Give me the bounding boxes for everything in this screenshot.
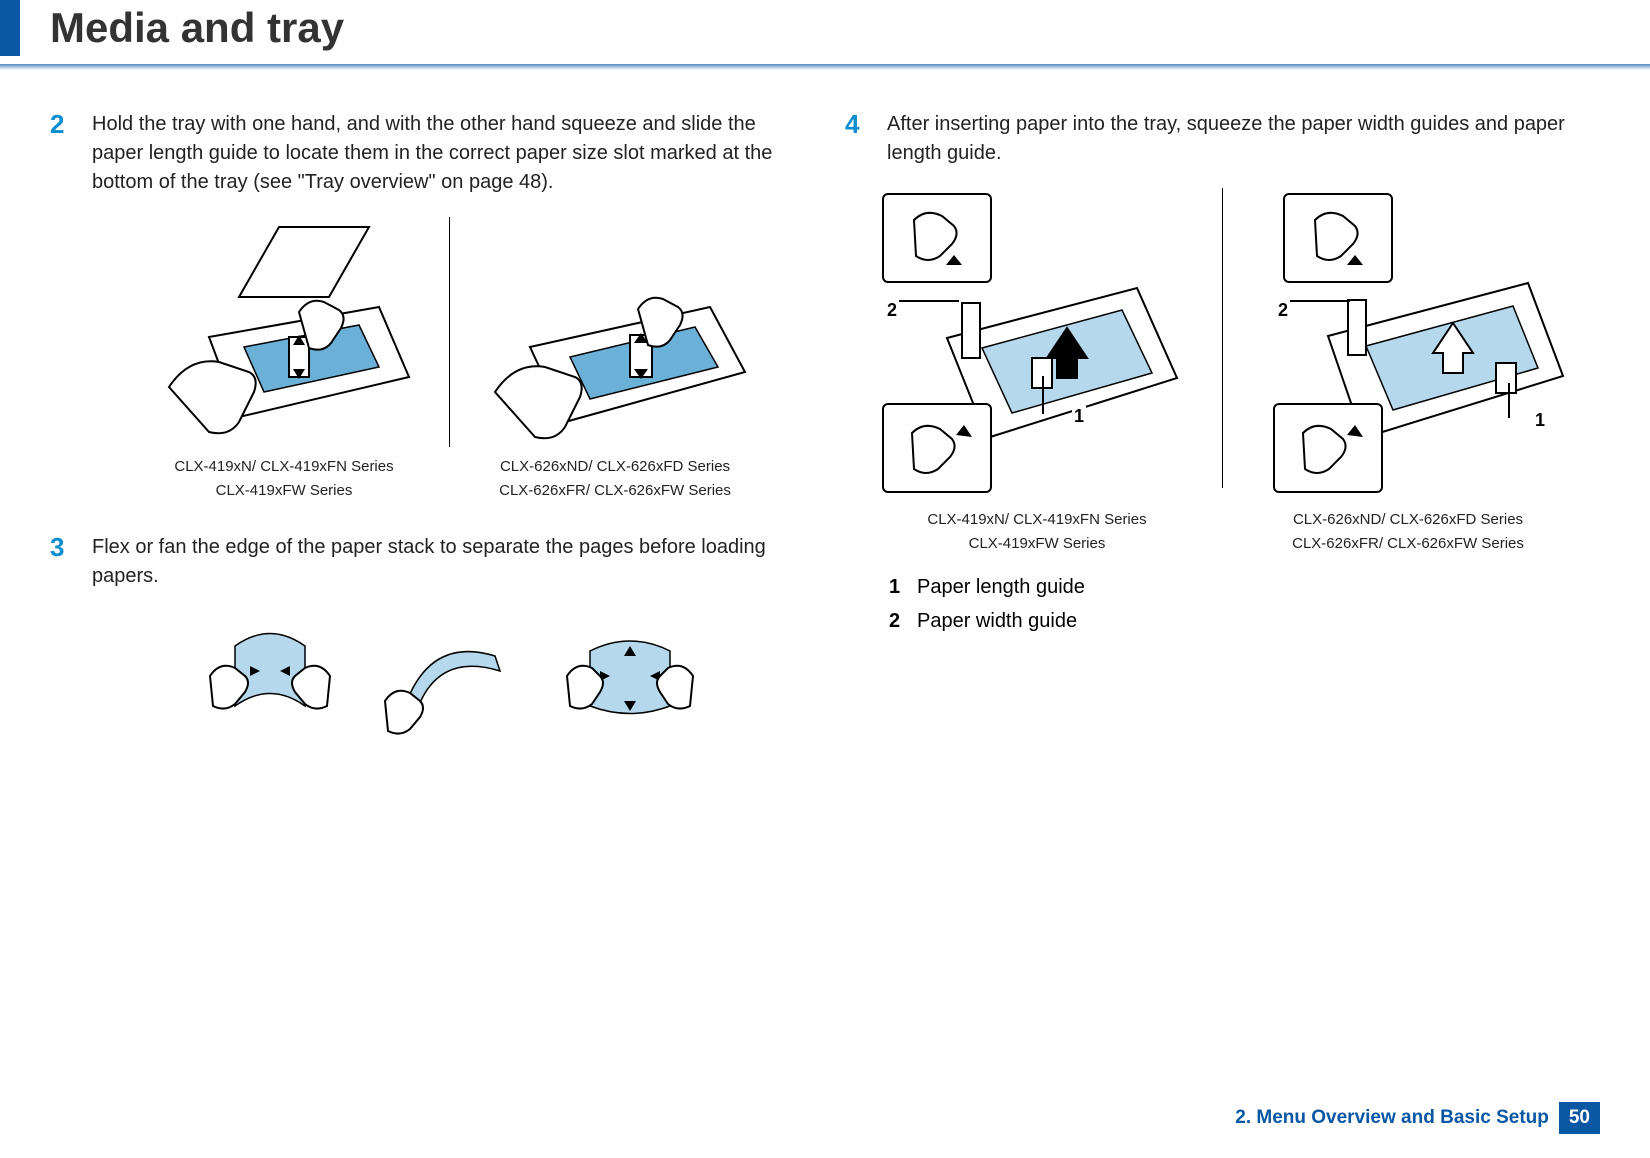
page-title: Media and tray [50,0,1600,52]
legend-1-number: 1 [889,570,903,604]
legend-1-label: Paper length guide [917,570,1085,604]
paper-bend-icon [375,616,525,736]
callout-box-length-guide-a [882,403,992,493]
callout-box-width-guide-b [1283,193,1393,283]
page-header: Media and tray [50,0,1600,80]
figure-b-caption-line1: CLX-626xND/ CLX-626xFD Series [499,455,731,479]
legend-2-label: Paper width guide [917,604,1077,638]
step-4-text: After inserting paper into the tray, squ… [887,110,1600,168]
step-2-text: Hold the tray with one hand, and with th… [92,110,805,197]
figure-guides-divider [1222,188,1223,488]
footer-page-number: 50 [1559,1102,1600,1134]
figure-guides-model-a: 2 1 [872,188,1202,556]
step-2: 2 Hold the tray with one hand, and with … [50,110,805,197]
callout-num-2-b: 2 [1276,300,1290,321]
header-rule [0,64,1650,70]
right-column: 4 After inserting paper into the tray, s… [845,110,1600,741]
step-3-number: 3 [50,533,74,591]
step-4-number: 4 [845,110,869,168]
legend-item-2: 2 Paper width guide [889,604,1600,638]
figure-b-caption: CLX-626xND/ CLX-626xFD Series CLX-626xFR… [499,455,731,503]
step-3-figures [94,611,805,741]
tray-illustration-b-icon [480,217,750,447]
callout-box-width-guide-a [882,193,992,283]
fan-figure-fan [550,611,710,741]
fan-figure-bend [370,611,530,741]
figure-guides-a-caption-line1: CLX-419xN/ CLX-419xFN Series [927,508,1146,532]
footer-chapter: 2. Menu Overview and Basic Setup [1235,1107,1559,1129]
figure-tray-model-b: CLX-626xND/ CLX-626xFD Series CLX-626xFR… [470,217,760,503]
figure-guides-b-caption: CLX-626xND/ CLX-626xFD Series CLX-626xFR… [1292,508,1524,556]
header-accent-bar [0,0,20,56]
figure-guides-b-caption-line1: CLX-626xND/ CLX-626xFD Series [1292,508,1524,532]
figure-guides-a-caption: CLX-419xN/ CLX-419xFN Series CLX-419xFW … [927,508,1146,556]
step-4-figures: 2 1 [845,188,1600,556]
callout-box-length-guide-b [1273,403,1383,493]
guide-legend: 1 Paper length guide 2 Paper width guide [889,570,1600,638]
figure-tray-model-a: CLX-419xN/ CLX-419xFN Series CLX-419xFW … [139,217,429,503]
figure-divider [449,217,450,447]
callout-line-2a [899,300,959,302]
paper-fan-icon [555,616,705,736]
callout-line-2b [1290,300,1350,302]
step-2-number: 2 [50,110,74,197]
step-3: 3 Flex or fan the edge of the paper stac… [50,533,805,591]
callout-num-1-a: 1 [1072,406,1086,427]
step-2-figures: CLX-419xN/ CLX-419xFN Series CLX-419xFW … [94,217,805,503]
figure-a-caption-line2: CLX-419xFW Series [174,479,393,503]
callout-num-2-a: 2 [885,300,899,321]
fan-figure-flex [190,611,350,741]
figure-guides-model-b: 2 1 [1243,188,1573,556]
callout-line-1a [1042,376,1044,414]
step-3-text: Flex or fan the edge of the paper stack … [92,533,805,591]
figure-guides-b-caption-line2: CLX-626xFR/ CLX-626xFW Series [1292,532,1524,556]
legend-2-number: 2 [889,604,903,638]
left-column: 2 Hold the tray with one hand, and with … [50,110,805,741]
tray-illustration-a-icon [149,217,419,447]
callout-line-1b [1508,383,1510,418]
figure-a-caption-line1: CLX-419xN/ CLX-419xFN Series [174,455,393,479]
step-4: 4 After inserting paper into the tray, s… [845,110,1600,168]
figure-b-caption-line2: CLX-626xFR/ CLX-626xFW Series [499,479,731,503]
paper-flex-icon [195,616,345,736]
page-footer: 2. Menu Overview and Basic Setup 50 [1235,1102,1600,1134]
legend-item-1: 1 Paper length guide [889,570,1600,604]
callout-num-1-b: 1 [1533,410,1547,431]
figure-guides-a-caption-line2: CLX-419xFW Series [927,532,1146,556]
figure-a-caption: CLX-419xN/ CLX-419xFN Series CLX-419xFW … [174,455,393,503]
